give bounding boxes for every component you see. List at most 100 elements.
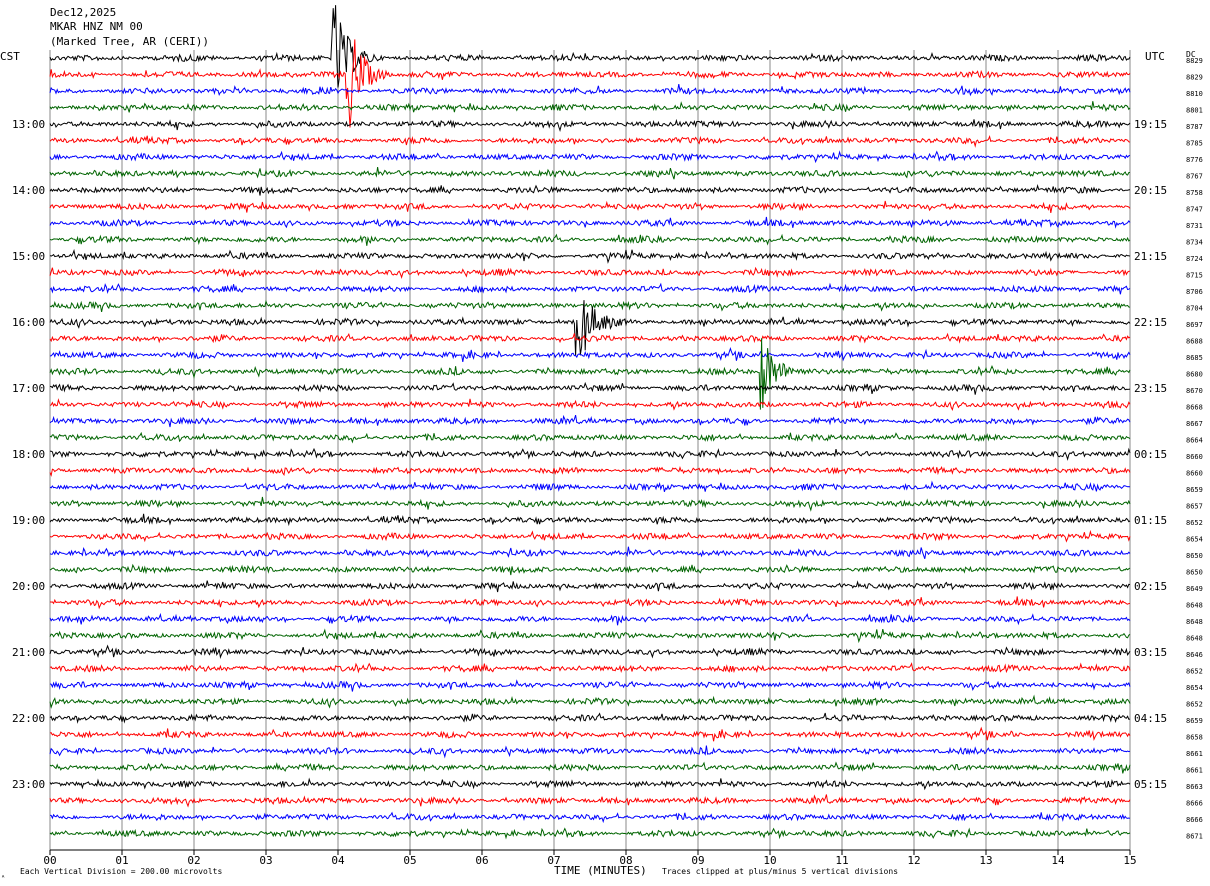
dc-offset-label: 8652 — [1186, 519, 1203, 527]
trace-line — [49, 761, 1131, 774]
dc-header-label: DC — [1186, 50, 1196, 59]
dc-offset-label: 8650 — [1186, 569, 1203, 577]
right-timezone-label: UTC — [1145, 50, 1165, 63]
station-label: MKAR HNZ NM 00 — [50, 20, 143, 33]
dc-offset-label: 8666 — [1186, 800, 1203, 808]
right-time-label: 20:15 — [1134, 184, 1167, 197]
trace-line — [49, 381, 1131, 395]
trace-line — [49, 39, 1131, 128]
trace-line — [49, 644, 1131, 659]
dc-offset-label: 8648 — [1186, 635, 1203, 643]
dc-offset-labels: 8829 8829 8810 8801 8787 8785 8776 8767 8758 8747… — [1186, 57, 1203, 841]
trace-line — [49, 167, 1131, 180]
x-tick-label: 04 — [331, 854, 345, 867]
right-time-label: 21:15 — [1134, 250, 1167, 263]
x-tick-label: 14 — [1051, 854, 1065, 867]
left-time-label: 15:00 — [12, 250, 45, 263]
x-tick-label: 07 — [547, 854, 560, 867]
trace-line — [49, 513, 1131, 527]
trace-line — [49, 447, 1131, 461]
dc-offset-label: 8667 — [1186, 420, 1203, 428]
left-time-labels: 13:00 14:00 15:00 16:00 17:00 18:00 19:00 20:00… — [12, 118, 45, 791]
trace-line — [49, 101, 1131, 113]
trace-line — [49, 628, 1131, 644]
right-time-label: 05:15 — [1134, 778, 1167, 791]
trace-line — [49, 332, 1131, 344]
x-tick-label: 01 — [115, 854, 128, 867]
trace-line — [49, 546, 1131, 559]
right-time-label: 04:15 — [1134, 712, 1167, 725]
right-time-label: 19:15 — [1134, 118, 1167, 131]
trace-line — [49, 694, 1131, 709]
dc-offset-label: 8666 — [1186, 816, 1203, 824]
x-tick-label: 02 — [187, 854, 200, 867]
trace-line — [49, 5, 1131, 88]
dc-offset-label: 8668 — [1186, 404, 1203, 412]
x-axis-ticks: 00 01 02 03 04 05 06 07 08 09 10 11 12 13 14 15 — [43, 850, 1137, 867]
right-time-labels: 19:15 20:15 21:15 22:15 23:15 00:15 01:15 02:15… — [1134, 118, 1167, 791]
x-tick-label: 11 — [835, 854, 848, 867]
trace-line — [49, 580, 1131, 593]
x-tick-label: 10 — [763, 854, 776, 867]
x-tick-label: 03 — [259, 854, 272, 867]
dc-offset-label: 8661 — [1186, 767, 1203, 775]
x-tick-label: 13 — [979, 854, 992, 867]
x-tick-label: 09 — [691, 854, 704, 867]
left-time-label: 14:00 — [12, 184, 45, 197]
dc-offset-label: 8652 — [1186, 668, 1203, 676]
left-time-label: 22:00 — [12, 712, 45, 725]
dc-offset-label: 8697 — [1186, 321, 1203, 329]
left-time-label: 23:00 — [12, 778, 45, 791]
trace-line — [49, 794, 1131, 808]
x-tick-label: 00 — [43, 854, 56, 867]
trace-line — [49, 431, 1131, 444]
right-time-label: 22:15 — [1134, 316, 1167, 329]
x-tick-label: 05 — [403, 854, 416, 867]
trace-line — [49, 679, 1131, 692]
trace-line — [49, 150, 1131, 164]
dc-offset-label: 8731 — [1186, 222, 1203, 230]
left-time-label: 19:00 — [12, 514, 45, 527]
dc-offset-label: 8715 — [1186, 272, 1203, 280]
trace-line — [49, 466, 1131, 477]
dc-offset-label: 8767 — [1186, 173, 1203, 181]
trace-line — [49, 248, 1131, 264]
dc-offset-label: 8664 — [1186, 437, 1203, 445]
dc-offset-label: 8688 — [1186, 338, 1203, 346]
trace-line — [49, 662, 1131, 674]
corner-mark: ᴬ — [1, 873, 5, 882]
dc-offset-label: 8829 — [1186, 74, 1203, 82]
trace-line — [49, 200, 1131, 213]
dc-offset-label: 8654 — [1186, 684, 1203, 692]
left-time-label: 18:00 — [12, 448, 45, 461]
trace-line — [49, 347, 1131, 362]
x-axis-title: TIME (MINUTES) — [554, 864, 647, 877]
dc-offset-label: 8776 — [1186, 156, 1203, 164]
dc-offset-label: 8659 — [1186, 486, 1203, 494]
dc-offset-label: 8652 — [1186, 701, 1203, 709]
dc-offset-label: 8829 — [1186, 57, 1203, 65]
trace-line — [49, 726, 1131, 742]
trace-line — [49, 184, 1131, 196]
left-timezone-label: CST — [0, 50, 20, 63]
trace-line — [49, 300, 1131, 356]
seismic-traces — [49, 5, 1131, 840]
dc-offset-label: 8648 — [1186, 618, 1203, 626]
x-tick-label: 15 — [1123, 854, 1136, 867]
dc-offset-label: 8758 — [1186, 189, 1203, 197]
dc-offset-label: 8660 — [1186, 470, 1203, 478]
trace-line — [49, 398, 1131, 411]
dc-offset-label: 8663 — [1186, 783, 1203, 791]
dc-offset-label: 8660 — [1186, 453, 1203, 461]
right-time-label: 01:15 — [1134, 514, 1167, 527]
trace-line — [49, 496, 1131, 512]
dc-offset-label: 8747 — [1186, 206, 1203, 214]
dc-offset-label: 8801 — [1186, 107, 1203, 115]
trace-line — [49, 712, 1131, 724]
trace-line — [49, 299, 1131, 313]
left-time-label: 21:00 — [12, 646, 45, 659]
trace-line — [49, 216, 1131, 229]
clip-note: Traces clipped at plus/minus 5 vertical … — [662, 867, 898, 876]
dc-offset-label: 8650 — [1186, 552, 1203, 560]
trace-line — [49, 414, 1131, 428]
